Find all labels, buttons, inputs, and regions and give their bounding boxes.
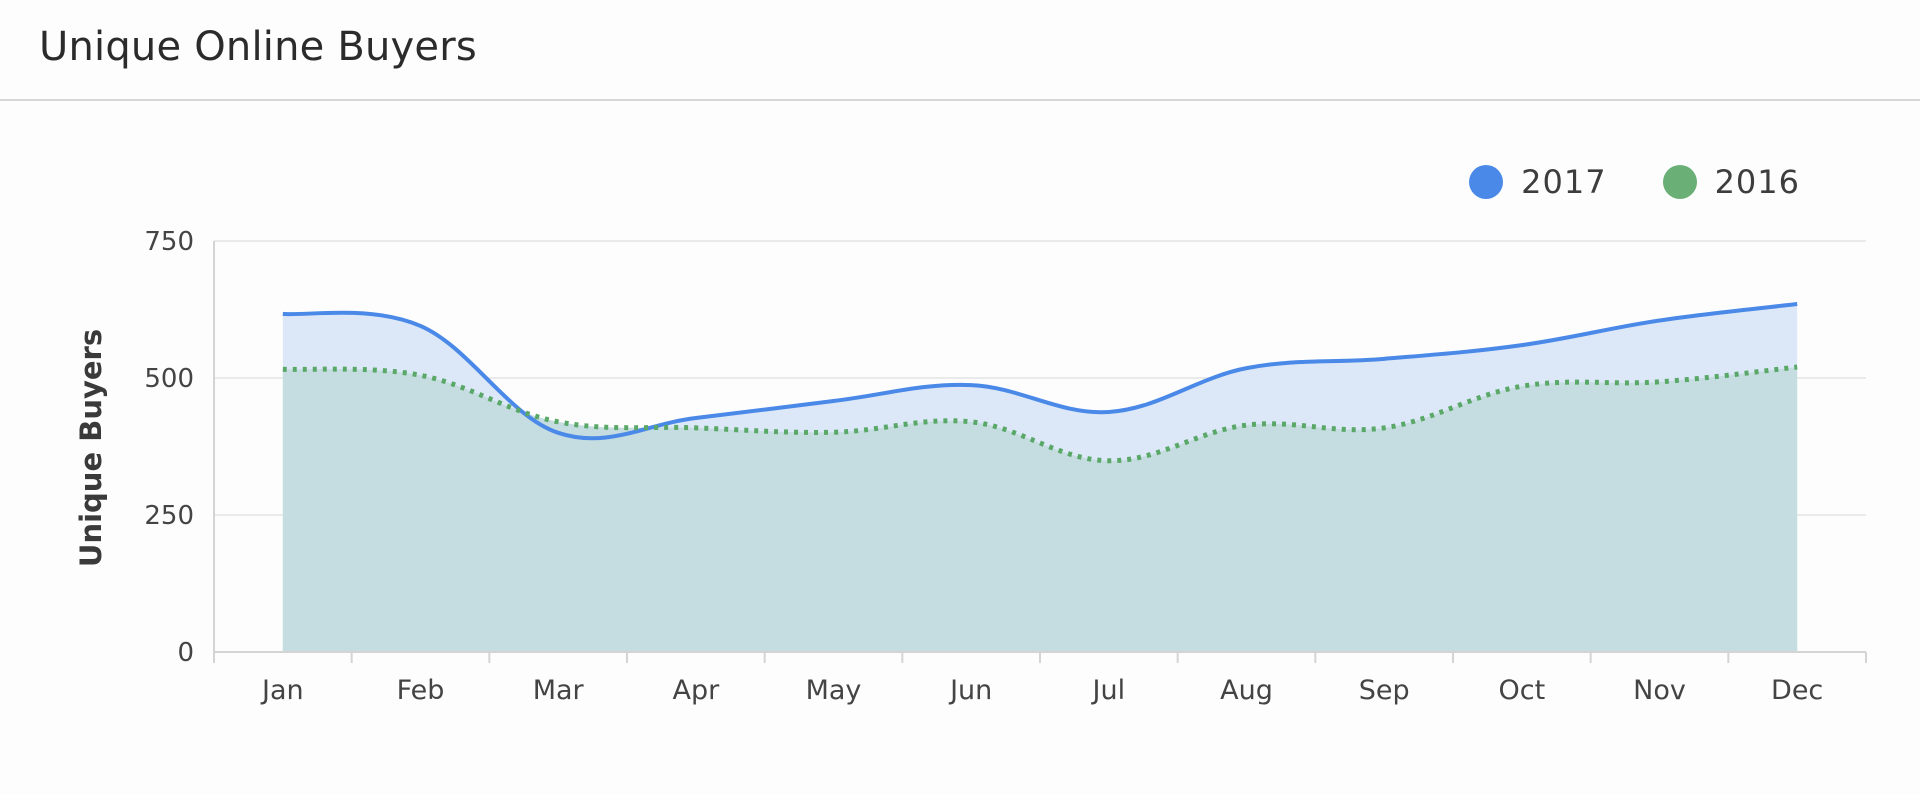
y-axis-title: Unique Buyers <box>74 329 108 567</box>
area-2017 <box>282 304 1798 652</box>
y-tick-label: 750 <box>144 227 194 257</box>
x-axis-ticks: Jan Feb Mar Apr May Jun Jul Aug Sep Oct Nov Dec <box>260 675 1823 706</box>
x-tick-label: Jan <box>260 675 304 706</box>
axes <box>213 241 1867 663</box>
series-areas <box>282 304 1798 652</box>
x-tick-label: Jun <box>948 675 992 706</box>
x-tick-label: Feb <box>397 675 445 706</box>
chart-header: Unique Online Buyers <box>0 0 1920 101</box>
x-tick-label: Nov <box>1633 675 1686 706</box>
y-tick-label: 500 <box>144 364 194 394</box>
x-tick-label: Dec <box>1771 675 1823 706</box>
y-tick-label: 0 <box>177 638 194 668</box>
x-tick-label: Jul <box>1091 675 1126 706</box>
y-tick-label: 250 <box>144 501 194 531</box>
x-tick-label: May <box>806 675 862 706</box>
x-tick-label: Mar <box>533 675 585 706</box>
line-2016 <box>282 364 1798 464</box>
line-2017 <box>282 302 1798 441</box>
legend-label-2016: 2016 <box>1714 163 1800 201</box>
y-axis-ticks: 0 250 500 750 <box>144 227 194 668</box>
legend-dot-icon-2016 <box>1662 165 1697 199</box>
legend-item-2016[interactable]: 2016 <box>1662 163 1800 201</box>
series-lines <box>282 302 1798 464</box>
grid-lines <box>214 240 1866 516</box>
legend-dot-icon-2017 <box>1469 165 1504 199</box>
x-tick-label: Aug <box>1220 675 1273 706</box>
area-2016 <box>282 367 1798 652</box>
legend-item-2017[interactable]: 2017 <box>1469 163 1606 201</box>
chart-title: Unique Online Buyers <box>39 24 477 70</box>
chart-legend: 2017 2016 <box>1413 163 1800 201</box>
legend-label-2017: 2017 <box>1521 163 1607 201</box>
x-tick-label: Sep <box>1359 675 1410 706</box>
x-tick-label: Apr <box>672 675 720 706</box>
x-tick-label: Oct <box>1498 675 1545 706</box>
